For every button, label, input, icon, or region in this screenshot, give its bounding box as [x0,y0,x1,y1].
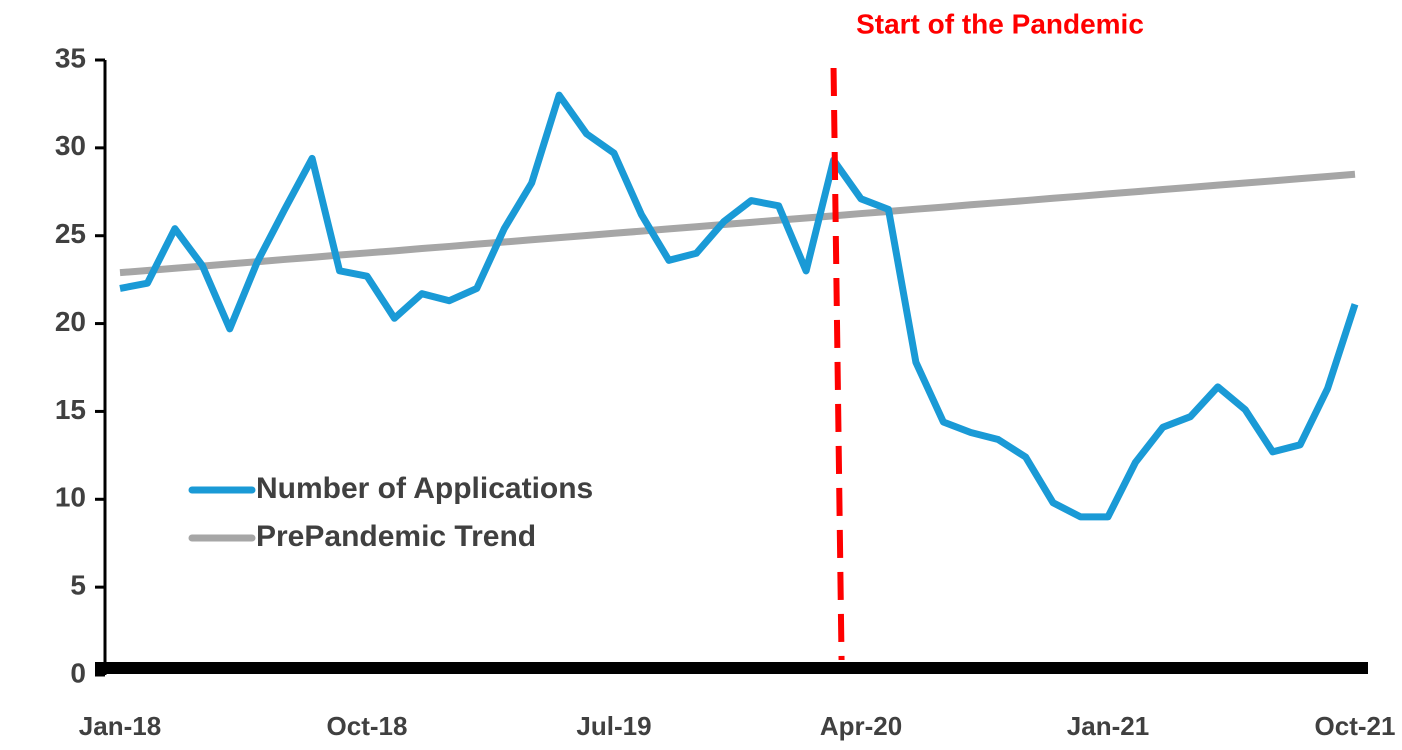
y-tick-label: 15 [55,394,86,425]
annotation: Start of the Pandemic [856,8,1144,39]
y-tick-label: 0 [70,657,86,688]
y-tick-label: 25 [55,218,86,249]
y-tick-label: 5 [70,570,86,601]
legend-label: PrePandemic Trend [256,520,536,553]
x-tick-label: Jan-18 [79,711,161,741]
pandemic-line [830,67,845,661]
x-tick-label: Oct-21 [1315,711,1396,741]
y-tick-label: 30 [55,130,86,161]
x-axis [95,662,1368,674]
y-tick-label: 35 [55,42,86,73]
x-tick-label: Oct-18 [327,711,408,741]
y-tick-label: 20 [55,306,86,337]
x-tick-label: Apr-20 [820,711,902,741]
x-tick-label: Jul-19 [576,711,651,741]
legend-label: Number of Applications [256,472,593,505]
y-tick-label: 10 [55,482,86,513]
data-line [119,170,1356,277]
data-line [119,91,1359,521]
x-tick-label: Jan-21 [1067,711,1149,741]
